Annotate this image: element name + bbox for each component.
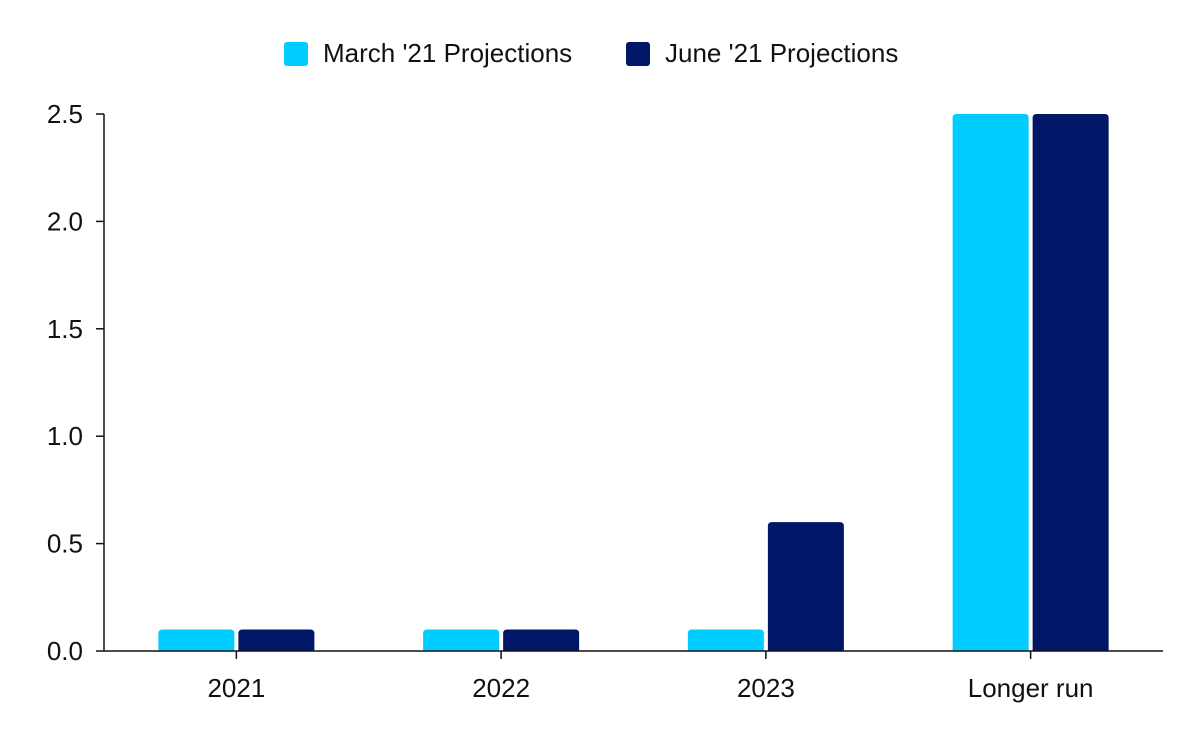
y-axis: 0.0 0.5 1.0 1.5 2.0 2.5 [47, 99, 105, 666]
legend-label-1: June '21 Projections [665, 38, 898, 68]
bar-june-2023 [767, 522, 844, 651]
bar-march-2022 [423, 629, 500, 651]
legend-swatch-1 [626, 42, 650, 66]
x-tick-label: 2023 [737, 673, 795, 703]
bar-march-2023 [687, 629, 764, 651]
x-tick-label: 2021 [207, 673, 265, 703]
y-tick-label: 1.5 [47, 314, 83, 344]
bar-june-2022 [503, 629, 580, 651]
y-tick-label: 0.0 [47, 636, 83, 666]
y-tick-label: 2.5 [47, 99, 83, 129]
bar-june-longer-run [1032, 114, 1109, 651]
legend-label-0: March '21 Projections [323, 38, 572, 68]
y-tick-label: 1.0 [47, 421, 83, 451]
bar-june-2021 [238, 629, 315, 651]
bars [158, 114, 1109, 651]
x-tick-label: Longer run [968, 673, 1094, 703]
y-tick-label: 2.0 [47, 206, 83, 236]
legend-swatch-0 [284, 42, 308, 66]
x-tick-label: 2022 [472, 673, 530, 703]
y-tick-label: 0.5 [47, 529, 83, 559]
bar-march-2021 [158, 629, 235, 651]
bar-march-longer-run [952, 114, 1029, 651]
x-axis: 2021 2022 2023 Longer run [104, 650, 1163, 703]
legend: March '21 Projections June '21 Projection… [284, 38, 898, 68]
